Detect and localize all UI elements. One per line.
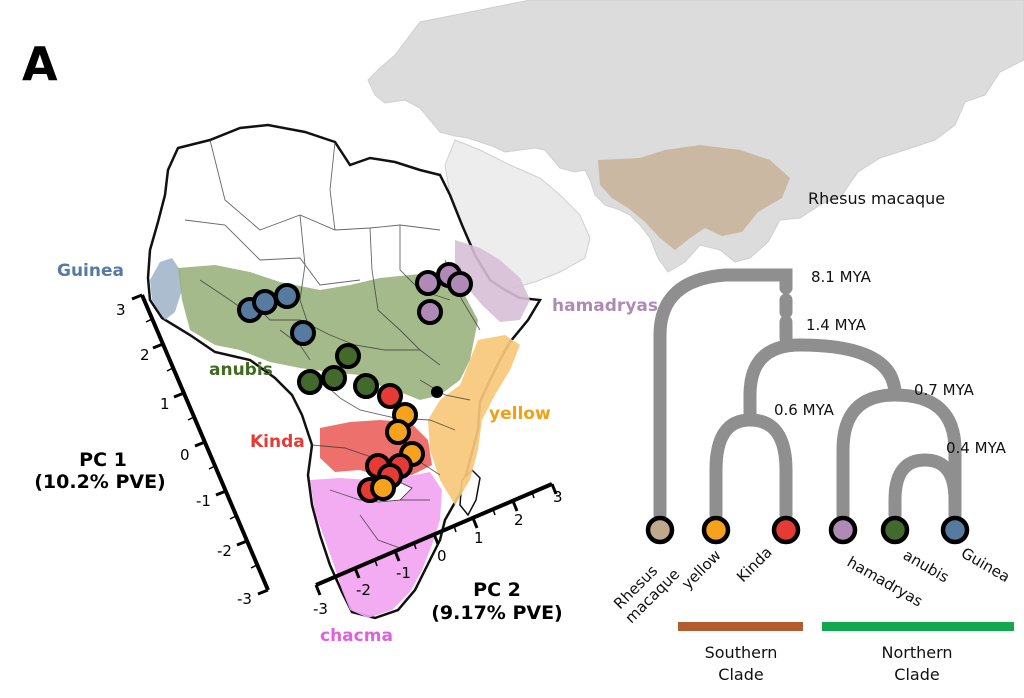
pc1-tick-label: 0 (180, 446, 190, 464)
sample-point (252, 289, 278, 315)
pc2-axis: -3 -2 -1 0 1 2 3 PC 2 (9.17% PVE) (313, 482, 563, 624)
southern-clade-label-line1: Southern (705, 643, 778, 662)
pc2-axis-pve: (9.17% PVE) (431, 602, 563, 624)
sample-point (415, 270, 441, 296)
tip-node-guinea (940, 515, 970, 545)
pc1-tick-label: 2 (140, 346, 150, 364)
rhesus-range (598, 145, 790, 250)
northern-clade-label-line2: Clade (894, 665, 939, 684)
divergence-time-label: 8.1 MYA (811, 268, 872, 286)
pc1-axis-pve: (10.2% PVE) (34, 471, 166, 493)
sample-point (335, 343, 361, 369)
phylogenetic-tree: 8.1 MYA 1.4 MYA 0.7 MYA 0.6 MYA 0.4 MYA … (610, 268, 1014, 684)
pc1-axis-title: PC 1 (79, 449, 127, 471)
pc1-tick-label: 1 (160, 395, 170, 413)
northern-clade-bar (822, 622, 1014, 631)
northern-clade-label-line1: Northern (881, 643, 952, 662)
pc1-tick-label: -1 (196, 492, 211, 510)
divergence-time-label: 1.4 MYA (806, 316, 867, 334)
sample-point (370, 475, 396, 501)
pc1-tick-label: 3 (116, 301, 126, 319)
sample-point (290, 320, 316, 346)
southern-clade-label-line2: Clade (718, 665, 763, 684)
pc2-tick-label: 1 (474, 529, 484, 547)
tip-node-anubis (880, 515, 910, 545)
sample-point (447, 271, 473, 297)
region-label-hamadryas: hamadryas (552, 296, 658, 316)
tip-label-anubis: anubis (900, 546, 952, 587)
region-label-rhesus: Rhesus macaque (808, 189, 945, 208)
tip-label-yellow: yellow (678, 546, 725, 593)
guinea-range (150, 258, 182, 320)
tip-label-guinea: Guinea (958, 544, 1013, 586)
pc2-tick-label: -3 (313, 600, 328, 618)
sample-point (377, 383, 403, 409)
pc2-tick-label: 3 (553, 488, 563, 506)
yellow-range (428, 335, 520, 505)
pc1-tick-label: -3 (237, 590, 252, 608)
southern-clade-bar (678, 622, 803, 631)
tip-label-kinda: Kinda (733, 543, 776, 586)
hamadryas-range (455, 240, 530, 322)
region-label-kinda: Kinda (250, 432, 305, 452)
pc2-tick-label: -1 (396, 564, 411, 582)
sample-point (417, 299, 443, 325)
pc2-tick-label: -2 (356, 581, 371, 599)
sample-points (237, 262, 473, 503)
tip-node-kinda (771, 515, 801, 545)
divergence-time-label: 0.6 MYA (774, 401, 835, 419)
tip-node-hamadryas (828, 515, 858, 545)
sample-point (274, 283, 300, 309)
sample-point (353, 373, 379, 399)
pc2-tick-label: 0 (437, 547, 447, 565)
chacma-range (310, 472, 442, 618)
region-label-guinea: Guinea (57, 261, 124, 281)
pc1-tick-label: -2 (217, 542, 232, 560)
tip-node-rhesus (645, 515, 675, 545)
region-label-chacma: chacma (320, 626, 393, 646)
eurasia-landmass (367, 0, 1024, 291)
sample-point (321, 365, 347, 391)
region-label-anubis: anubis (209, 360, 273, 380)
sample-point (385, 419, 411, 445)
panel-label: A (22, 37, 58, 91)
pc2-axis-title: PC 2 (473, 579, 521, 601)
tip-node-yellow (701, 515, 731, 545)
pc1-axis: 3 2 1 0 -1 -2 -3 PC 1 (10.2% PVE) (34, 293, 270, 608)
divergence-time-label: 0.4 MYA (946, 439, 1007, 457)
region-label-yellow: yellow (489, 404, 551, 424)
sample-point (297, 369, 323, 395)
divergence-time-label: 0.7 MYA (914, 381, 975, 399)
pc2-tick-label: 2 (514, 511, 524, 529)
